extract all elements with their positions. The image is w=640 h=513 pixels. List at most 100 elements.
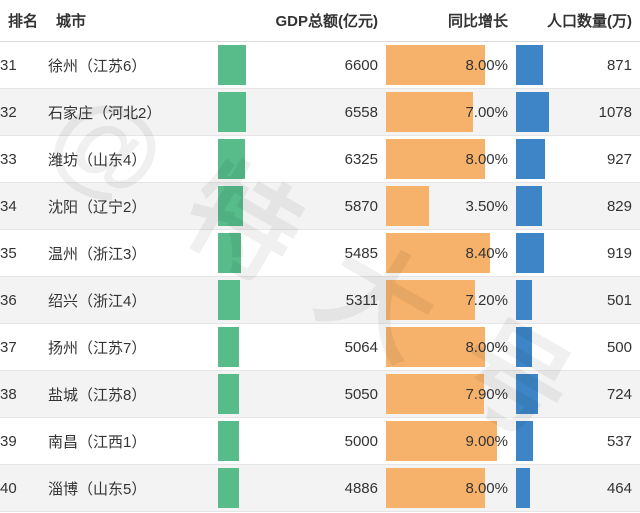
bar-pop	[516, 468, 530, 508]
cell-city: 绍兴（浙江4）	[48, 277, 218, 324]
cell-city: 潍坊（山东4）	[48, 136, 218, 183]
table-row: 36绍兴（浙江4） 5311 7.20% 501	[0, 277, 640, 324]
col-header-city: 城市	[48, 0, 218, 42]
cell-gdp: 5000	[218, 418, 386, 465]
value-growth: 8.40%	[465, 230, 508, 276]
value-growth: 3.50%	[465, 183, 508, 229]
table-row: 35温州（浙江3） 5485 8.40%919	[0, 230, 640, 277]
col-header-growth: 同比增长	[386, 0, 516, 42]
table-row: 32石家庄（河北2）65587.00%1078	[0, 89, 640, 136]
bar-pop	[516, 45, 543, 85]
cell-city: 徐州（江苏6）	[48, 42, 218, 89]
table-row: 40淄博（山东5） 4886 8.00% 464	[0, 465, 640, 512]
cell-rank: 31	[0, 42, 48, 89]
table-row: 33潍坊（山东4）6325 8.00% 927	[0, 136, 640, 183]
value-gdp: 6558	[345, 89, 378, 135]
cell-rank: 35	[0, 230, 48, 277]
bar-gdp	[218, 233, 241, 273]
value-gdp: 5311	[346, 277, 378, 323]
value-pop: 500	[607, 324, 632, 370]
cell-rank: 38	[0, 371, 48, 418]
value-growth: 7.90%	[465, 371, 508, 417]
cell-gdp: 5311	[218, 277, 386, 324]
value-growth: 8.00%	[465, 465, 508, 511]
value-pop: 724	[607, 371, 632, 417]
cell-growth: 3.50%	[386, 183, 516, 230]
value-gdp: 5485	[345, 230, 378, 276]
value-pop: 537	[607, 418, 632, 464]
bar-growth	[386, 92, 473, 132]
bar-pop	[516, 92, 549, 132]
bar-pop	[516, 233, 544, 273]
cell-growth: 8.00%	[386, 42, 516, 89]
cell-rank: 33	[0, 136, 48, 183]
value-pop: 464	[607, 465, 632, 511]
cell-pop: 1078	[516, 89, 640, 136]
bar-gdp	[218, 186, 243, 226]
bar-pop	[516, 327, 532, 367]
bar-gdp	[218, 92, 246, 132]
value-gdp: 5064	[345, 324, 378, 370]
cell-pop: 919	[516, 230, 640, 277]
bar-gdp	[218, 280, 240, 320]
value-gdp: 4886	[345, 465, 378, 511]
cell-city: 盐城（江苏8）	[48, 371, 218, 418]
cell-gdp: 5485	[218, 230, 386, 277]
cell-city: 淄博（山东5）	[48, 465, 218, 512]
cell-gdp: 5870	[218, 183, 386, 230]
table-row: 34沈阳（辽宁2） 5870 3.50% 829	[0, 183, 640, 230]
bar-pop	[516, 139, 545, 179]
cell-city: 石家庄（河北2）	[48, 89, 218, 136]
col-header-gdp: GDP总额(亿元)	[218, 0, 386, 42]
table-body: 31徐州（江苏6）66008.00%87132石家庄（河北2）65587.00%…	[0, 42, 640, 512]
cell-city: 扬州（江苏7）	[48, 324, 218, 371]
bar-pop	[516, 421, 533, 461]
value-pop: 927	[607, 136, 632, 182]
bar-gdp	[218, 421, 239, 461]
value-growth: 8.00%	[465, 42, 508, 88]
value-pop: 501	[607, 277, 632, 323]
cell-rank: 40	[0, 465, 48, 512]
cell-growth: 8.00%	[386, 465, 516, 512]
cell-pop: 537	[516, 418, 640, 465]
cell-gdp: 4886	[218, 465, 386, 512]
bar-growth	[386, 280, 475, 320]
cell-city: 沈阳（辽宁2）	[48, 183, 218, 230]
table-row: 38盐城（江苏8） 5050 7.90% 724	[0, 371, 640, 418]
col-header-pop: 人口数量(万)	[516, 0, 640, 42]
cell-pop: 464	[516, 465, 640, 512]
table-row: 37扬州（江苏7）50648.00%500	[0, 324, 640, 371]
value-growth: 7.20%	[465, 277, 508, 323]
value-gdp: 6600	[345, 42, 378, 88]
bar-pop	[516, 280, 532, 320]
cell-rank: 36	[0, 277, 48, 324]
value-gdp: 5870	[345, 183, 378, 229]
value-pop: 829	[607, 183, 632, 229]
value-gdp: 5050	[345, 371, 378, 417]
bar-pop	[516, 186, 542, 226]
cell-pop: 927	[516, 136, 640, 183]
value-growth: 8.00%	[465, 136, 508, 182]
bar-gdp	[218, 327, 239, 367]
cell-city: 温州（浙江3）	[48, 230, 218, 277]
bar-pop	[516, 374, 538, 414]
bar-gdp	[218, 139, 245, 179]
value-pop: 871	[607, 42, 632, 88]
cell-city: 南昌（江西1）	[48, 418, 218, 465]
cell-rank: 39	[0, 418, 48, 465]
cell-growth: 9.00%	[386, 418, 516, 465]
table-row: 31徐州（江苏6） 6600 8.00% 871	[0, 42, 640, 89]
cell-growth: 8.00%	[386, 136, 516, 183]
value-growth: 8.00%	[465, 324, 508, 370]
cell-growth: 8.40%	[386, 230, 516, 277]
value-growth: 9.00%	[465, 418, 508, 464]
value-gdp: 5000	[345, 418, 378, 464]
cell-growth: 7.00%	[386, 89, 516, 136]
cell-rank: 34	[0, 183, 48, 230]
cell-growth: 7.90%	[386, 371, 516, 418]
bar-growth	[386, 186, 429, 226]
cell-pop: 724	[516, 371, 640, 418]
cell-gdp: 5064	[218, 324, 386, 371]
cell-growth: 8.00%	[386, 324, 516, 371]
cell-gdp: 6325	[218, 136, 386, 183]
